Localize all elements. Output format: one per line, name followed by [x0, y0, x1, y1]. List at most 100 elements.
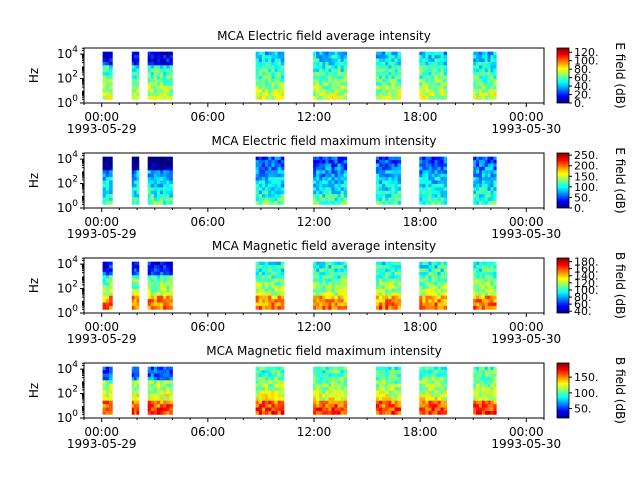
spectrogram-cell — [316, 200, 320, 205]
spectrogram-cell — [313, 183, 317, 188]
spectrogram-cell — [334, 404, 338, 408]
spectrogram-cell — [382, 407, 386, 412]
spectrogram-cell — [337, 373, 342, 378]
spectrogram-cell — [343, 173, 348, 178]
spectrogram-cell — [419, 183, 423, 188]
spectrogram-cell — [484, 383, 488, 388]
spectrogram-cell — [109, 190, 113, 195]
spectrogram-cell — [156, 166, 161, 171]
colorbar-tick-label: 60. — [574, 72, 592, 85]
spectrogram-cell — [325, 292, 329, 297]
spectrogram-cell — [440, 285, 445, 290]
spectrogram-cell — [440, 288, 445, 293]
spectrogram-cell — [105, 373, 110, 378]
spectrogram-cell — [425, 397, 429, 402]
spectrogram-cell — [274, 51, 279, 56]
spectrogram-cell — [277, 271, 282, 276]
spectrogram-cell — [163, 75, 167, 80]
spectrogram-cell — [428, 275, 432, 280]
spectrogram-cell — [169, 82, 173, 87]
spectrogram-cell — [280, 383, 285, 388]
spectrogram-cell — [105, 51, 110, 56]
spectrogram-cell — [473, 383, 477, 388]
spectrogram-cell — [261, 268, 266, 273]
spectrogram-cell — [431, 194, 435, 198]
spectrogram-cell — [431, 190, 435, 195]
spectrogram-cell — [105, 282, 110, 286]
spectrogram-cell — [261, 55, 266, 59]
spectrogram-cell — [150, 156, 155, 161]
spectrogram-cell — [394, 370, 398, 374]
spectrogram-cell — [379, 275, 383, 280]
spectrogram-cell — [322, 89, 326, 93]
spectrogram-cell — [343, 393, 348, 398]
spectrogram-cell — [265, 170, 269, 175]
spectrogram-cell — [419, 387, 423, 391]
spectrogram-cell — [476, 299, 480, 303]
spectrogram-cell — [102, 373, 107, 378]
spectrogram-cell — [169, 170, 173, 175]
spectrogram-cell — [478, 187, 483, 192]
spectrogram-cell — [131, 265, 135, 269]
colorbar-tick-label: 250. — [574, 149, 599, 162]
spectrogram-cell — [431, 380, 435, 385]
spectrogram-cell — [280, 61, 285, 66]
x-tick-label: 12:00 — [297, 425, 332, 439]
y-tick-label: 102 — [57, 175, 78, 191]
spectrogram-cell — [102, 407, 107, 412]
spectrogram-cell — [156, 370, 161, 374]
spectrogram-cell — [313, 190, 317, 195]
spectrogram-cell — [434, 295, 438, 300]
colorbar-tick-label: 180. — [574, 256, 599, 269]
spectrogram-cell — [382, 282, 386, 286]
spectrogram-cell — [382, 156, 386, 161]
spectrogram-cell — [258, 271, 263, 276]
spectrogram-cell — [160, 72, 164, 76]
spectrogram-cell — [385, 166, 389, 171]
spectrogram-cell — [268, 58, 272, 63]
spectrogram-cell — [166, 163, 170, 168]
colorbar — [556, 47, 570, 104]
spectrogram-cell — [476, 302, 480, 307]
spectrogram-cell — [391, 288, 395, 293]
spectrogram-cell — [328, 397, 332, 402]
spectrogram-cell — [147, 190, 152, 195]
spectrogram-cell — [136, 383, 140, 388]
spectrogram-cell — [160, 51, 164, 56]
spectrogram-cell — [328, 288, 332, 293]
spectrogram-cell — [385, 410, 389, 415]
spectrogram-cell — [397, 410, 402, 415]
spectrogram-cell — [325, 61, 329, 66]
spectrogram-cell — [313, 268, 317, 273]
spectrogram-cell — [277, 261, 282, 266]
spectrogram-cell — [382, 380, 386, 385]
spectrogram-cell — [493, 278, 497, 283]
spectrogram-cell — [397, 400, 402, 405]
spectrogram-cell — [277, 393, 282, 398]
spectrogram-cell — [150, 275, 155, 280]
spectrogram-cell — [156, 275, 161, 280]
spectrogram-cell — [484, 85, 488, 90]
spectrogram-cell — [313, 160, 317, 164]
spectrogram-cell — [428, 292, 432, 297]
spectrogram-cell — [434, 82, 438, 87]
spectrogram-cell — [277, 160, 282, 164]
spectrogram-cell — [375, 72, 380, 76]
y-tick-label: 102 — [57, 70, 78, 86]
spectrogram-cell — [379, 407, 383, 412]
spectrogram-cell — [150, 89, 155, 93]
spectrogram-cell — [163, 285, 167, 290]
spectrogram-cell — [484, 292, 488, 297]
spectrogram-cell — [102, 302, 107, 307]
spectrogram-cell — [481, 92, 486, 97]
spectrogram-cell — [328, 302, 332, 307]
spectrogram-cell — [261, 92, 266, 97]
spectrogram-cell — [340, 370, 345, 374]
spectrogram-cell — [147, 75, 152, 80]
spectrogram-cell — [136, 194, 140, 198]
spectrogram-cell — [478, 404, 483, 408]
y-axis-label: Hz — [27, 383, 41, 398]
spectrogram-cell — [280, 282, 285, 286]
spectrogram-cell — [153, 163, 158, 168]
